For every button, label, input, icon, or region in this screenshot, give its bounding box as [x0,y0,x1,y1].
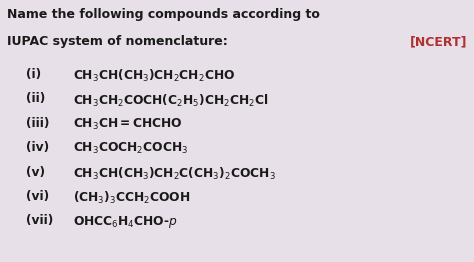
Text: IUPAC system of nomenclature:: IUPAC system of nomenclature: [7,35,228,48]
Text: CH$_3$CH(CH$_3$)CH$_2$CH$_2$CHO: CH$_3$CH(CH$_3$)CH$_2$CH$_2$CHO [73,68,236,84]
Text: OHCC$_6$H$_4$CHO-$p$: OHCC$_6$H$_4$CHO-$p$ [73,214,178,230]
Text: (vii): (vii) [26,214,53,227]
Text: (ii): (ii) [26,92,46,106]
Text: (vi): (vi) [26,190,49,203]
Text: (i): (i) [26,68,41,81]
Text: [NCERT]: [NCERT] [410,35,467,48]
Text: CH$_3$CH$_2$COCH(C$_2$H$_5$)CH$_2$CH$_2$Cl: CH$_3$CH$_2$COCH(C$_2$H$_5$)CH$_2$CH$_2$… [73,92,269,108]
Text: (iv): (iv) [26,141,49,154]
Text: CH$_3$COCH$_2$COCH$_3$: CH$_3$COCH$_2$COCH$_3$ [73,141,189,156]
Text: (CH$_3$)$_3$CCH$_2$COOH: (CH$_3$)$_3$CCH$_2$COOH [73,190,191,206]
Text: (iii): (iii) [26,117,49,130]
Text: Name the following compounds according to: Name the following compounds according t… [7,8,320,21]
Text: CH$_3$CH$\mathbf{=}$CHCHO: CH$_3$CH$\mathbf{=}$CHCHO [73,117,183,132]
Text: CH$_3$CH(CH$_3$)CH$_2$C(CH$_3$)$_2$COCH$_3$: CH$_3$CH(CH$_3$)CH$_2$C(CH$_3$)$_2$COCH$… [73,166,276,182]
Text: (v): (v) [26,166,45,179]
